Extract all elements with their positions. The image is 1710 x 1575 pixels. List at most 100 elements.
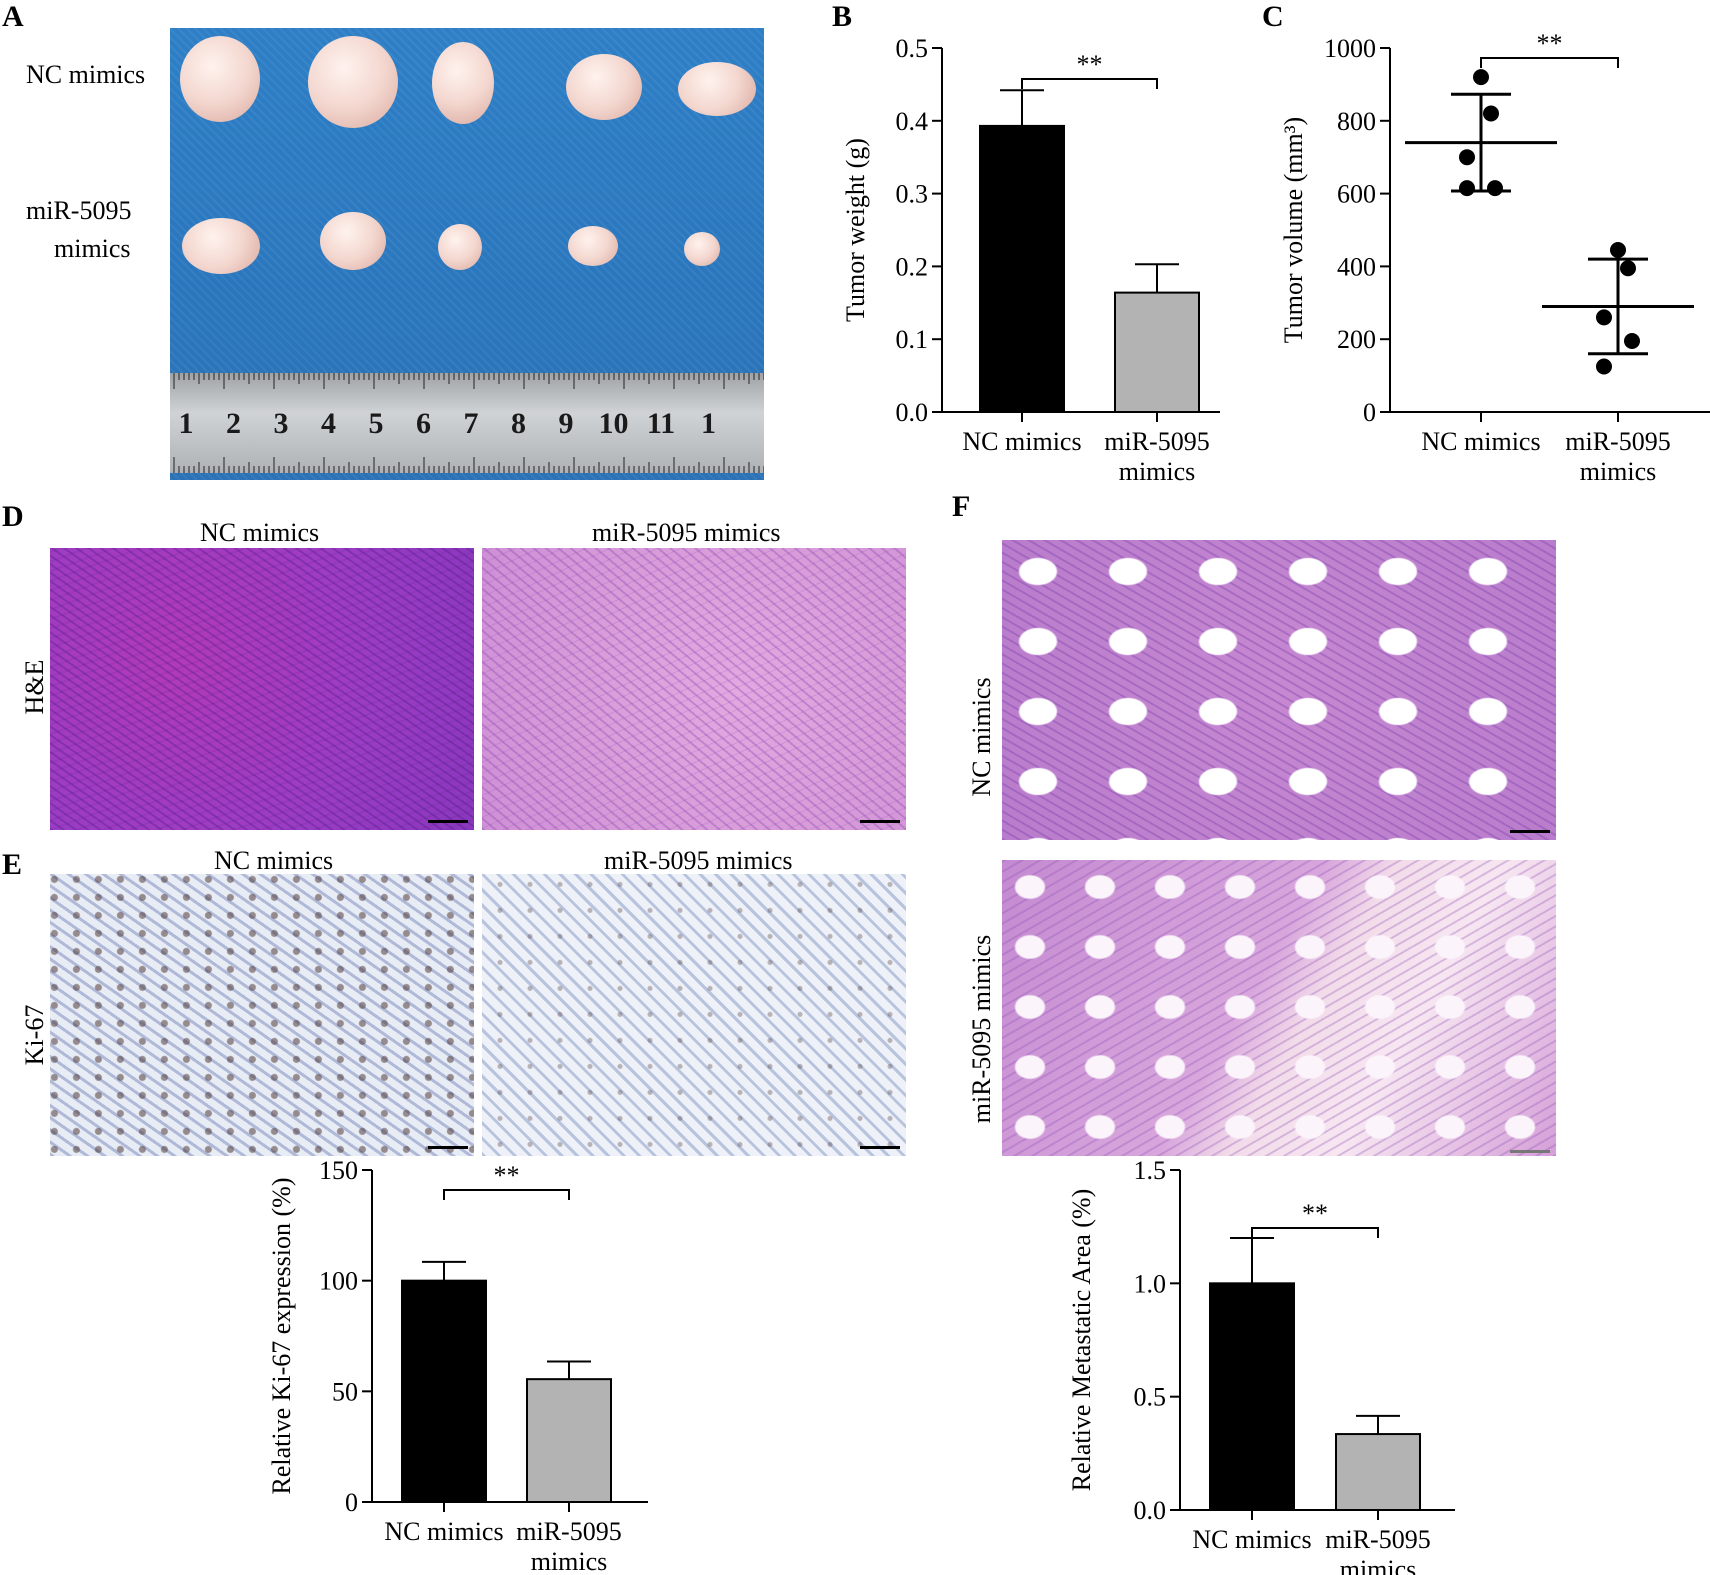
y-tick-label: 1.5 [1134,1156,1167,1185]
x-tick-label: NC mimics [962,427,1081,456]
tumor-nc-1 [180,36,260,122]
tumor-nc-2 [308,36,398,128]
ruler-number: 3 [274,407,289,440]
tumor-mi-4 [568,226,618,266]
y-tick-label: 0.0 [1134,1496,1167,1525]
lung-image-nc [1002,540,1556,840]
y-tick-label: 0.1 [896,325,929,354]
x-tick-label: mimics [1580,457,1657,486]
tumor-nc-3 [432,42,494,124]
x-tick-label: miR-5095 [1325,1525,1430,1554]
y-tick-label: 0.0 [896,398,929,427]
row-label-lung-nc: NC mimics [967,677,996,797]
y-tick-label: 800 [1337,107,1376,136]
tumor-mi-1 [182,218,260,274]
row-label-mir5095-line2: mimics [54,234,131,263]
col-label-ki67-mir5095: miR-5095 mimics [604,846,793,875]
significance-label: ** [1077,50,1103,79]
y-tick-label: 50 [332,1377,358,1406]
significance-bracket [443,1189,570,1200]
he-image-mir5095 [482,548,906,830]
ruler: 1 2 3 4 5 6 7 8 9 10 11 1 [170,373,764,473]
ruler-number: 4 [321,407,336,440]
row-label-mir5095-line1: miR-5095 [26,196,132,225]
x-tick-label: miR-5095 [516,1517,621,1546]
y-tick-label: 1.0 [1134,1269,1167,1298]
panel-label-d: D [2,500,24,533]
data-point [1596,309,1612,326]
ruler-number: 10 [599,407,629,440]
data-point [1483,105,1499,122]
row-label-nc-mimics: NC mimics [26,60,146,89]
data-point [1473,69,1489,86]
data-point [1596,358,1612,375]
y-tick-label: 1000 [1324,34,1376,63]
y-axis-label: Tumor weight (g) [841,138,870,322]
ruler-number: 5 [369,407,384,440]
bar [1209,1282,1295,1512]
x-tick-label: mimics [531,1547,608,1575]
scale-bar [428,820,468,823]
ruler-number: 6 [416,407,431,440]
ruler-number: 1 [179,407,194,440]
y-tick-label: 0 [345,1488,358,1517]
data-point [1620,260,1636,277]
panel-label-c: C [1262,0,1284,33]
significance-label: ** [1537,29,1563,58]
chart-e: 0 50 100 150 Relative Ki-67 expression (%) NC… [267,1156,648,1575]
y-tick-label: 0.3 [896,180,929,209]
col-label-ki67-nc: NC mimics [214,846,334,875]
x-tick-label: NC mimics [1192,1525,1311,1554]
x-tick-label: miR-5095 [1565,427,1670,456]
ruler-number: 7 [464,407,479,440]
y-tick-label: 0 [1363,398,1376,427]
panel-label-a: A [2,0,24,33]
row-label-ki67: Ki-67 [20,1004,49,1066]
y-tick-label: 150 [319,1156,358,1185]
chart-f: 0.0 0.5 1.0 1.5 Relative Metastatic Area (%)… [1067,1156,1455,1575]
y-axis-label: Relative Ki-67 expression (%) [267,1178,296,1495]
bar [979,124,1065,414]
scale-bar [1510,830,1550,833]
y-axis-label: Tumor volume (mm³) [1279,117,1308,343]
ki67-image-mir5095 [482,874,906,1156]
ki67-image-nc [50,874,474,1156]
significance-bracket [1251,1227,1379,1238]
y-tick-label: 0.4 [896,107,929,136]
lung-image-mir5095 [1002,860,1556,1156]
y-tick-label: 0.2 [896,252,929,281]
tumor-photo: 1 2 3 4 5 6 7 8 9 10 11 1 [170,28,764,480]
tumor-nc-4 [566,54,642,120]
ruler-number: 9 [559,407,574,440]
ruler-number: 11 [647,407,675,440]
col-label-he-mir5095: miR-5095 mimics [592,518,781,547]
y-tick-label: 200 [1337,325,1376,354]
data-point [1610,242,1626,259]
bar [401,1279,487,1503]
tumor-mi-5 [684,232,720,266]
scale-bar [860,820,900,823]
data-point [1459,180,1475,197]
bar [526,1378,612,1503]
y-tick-label: 100 [319,1267,358,1296]
ruler-number: 1 [701,407,716,440]
y-axis-label: Relative Metastatic Area (%) [1067,1189,1096,1491]
data-point [1487,180,1503,197]
significance-label: ** [1302,1199,1328,1228]
tumor-mi-3 [438,224,482,270]
he-image-nc [50,548,474,830]
col-label-he-nc: NC mimics [200,518,320,547]
tumor-mi-2 [320,212,386,270]
panel-label-e: E [2,848,23,881]
panel-label-b: B [832,0,853,33]
significance-bracket [1480,57,1619,68]
x-tick-label: miR-5095 [1104,427,1209,456]
row-label-he: H&E [20,659,49,715]
scale-bar [428,1146,468,1149]
x-tick-label: NC mimics [1421,427,1540,456]
bar [1114,291,1200,413]
y-tick-label: 400 [1337,252,1376,281]
significance-label: ** [494,1161,520,1190]
data-point [1459,149,1475,166]
chart-b: 0.0 0.1 0.2 0.3 0.4 0.5 Tumor weight (g) NC mim… [841,34,1220,486]
